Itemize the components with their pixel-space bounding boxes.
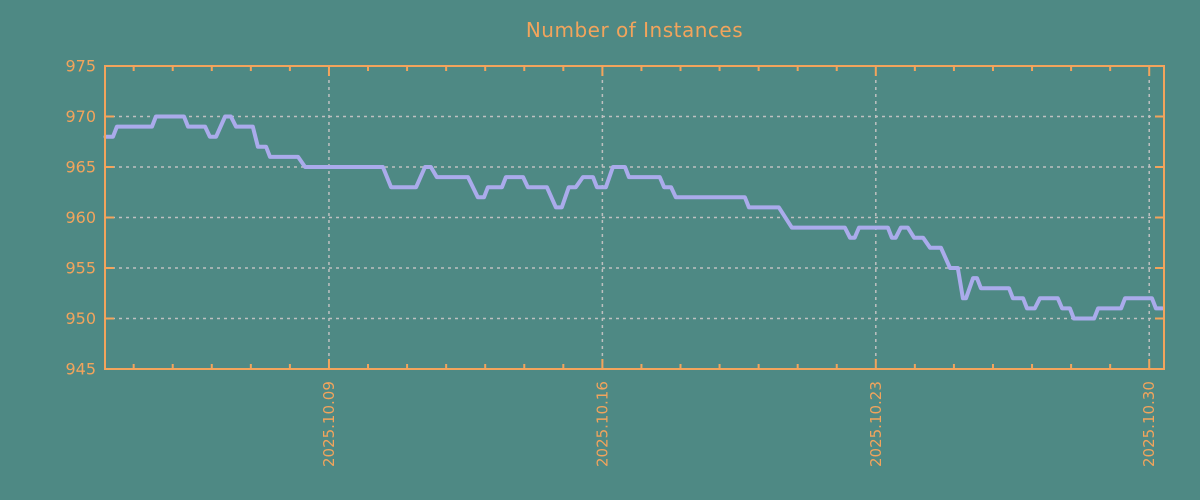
x-tick-label: 2025.10.30 xyxy=(1140,381,1158,467)
plot-border xyxy=(104,65,1165,370)
x-tick-label: 2025.10.16 xyxy=(593,381,611,467)
chart-title: Number of Instances xyxy=(525,18,744,42)
x-tick-label: 2025.10.23 xyxy=(867,381,885,467)
y-tick-label: 950 xyxy=(65,309,96,328)
y-tick-label: 960 xyxy=(65,208,96,227)
y-tick-label: 970 xyxy=(65,107,96,126)
y-tick-label: 955 xyxy=(65,259,96,278)
x-tick-label: 2025.10.09 xyxy=(320,381,338,467)
y-tick-label: 965 xyxy=(65,158,96,177)
y-tick-label: 975 xyxy=(65,57,96,76)
y-tick-label: 945 xyxy=(65,360,96,379)
series-line-instances xyxy=(103,114,1165,321)
